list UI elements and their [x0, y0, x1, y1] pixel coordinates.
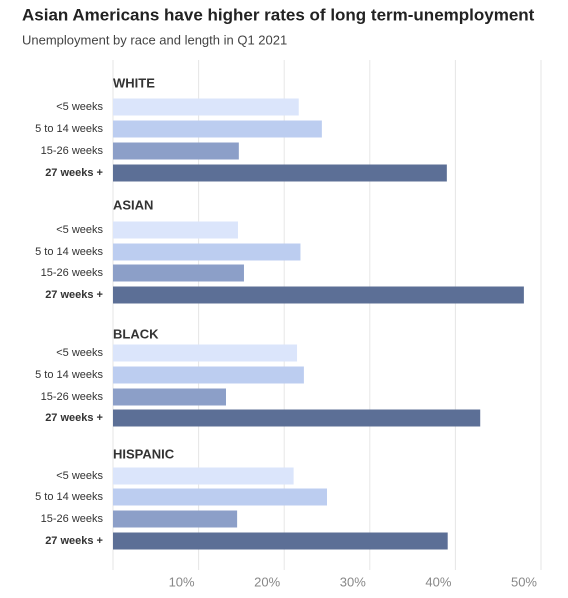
bar	[113, 221, 238, 239]
bar	[113, 98, 299, 116]
category-label: 5 to 14 weeks	[35, 246, 103, 258]
category-label: 15-26 weeks	[41, 513, 104, 525]
panel-title: WHITE	[113, 75, 155, 90]
category-label: 15-26 weeks	[41, 267, 104, 279]
bar	[113, 264, 244, 282]
category-label: 27 weeks +	[45, 289, 103, 301]
category-label: <5 weeks	[56, 347, 103, 359]
bar	[113, 142, 239, 160]
category-label: 27 weeks +	[45, 535, 103, 547]
bar	[113, 388, 226, 406]
category-label: 5 to 14 weeks	[35, 123, 103, 135]
x-tick-label: 30%	[340, 574, 366, 589]
bar	[113, 243, 301, 261]
category-label: 27 weeks +	[45, 167, 103, 179]
x-tick-label: 20%	[254, 574, 280, 589]
category-label: 15-26 weeks	[41, 145, 104, 157]
bar	[113, 532, 448, 550]
bar	[113, 488, 327, 506]
panel-title: ASIAN	[113, 197, 153, 212]
bar	[113, 409, 481, 427]
category-label: 15-26 weeks	[41, 391, 104, 403]
x-tick-label: 40%	[425, 574, 451, 589]
bar	[113, 286, 524, 304]
x-tick-label: 50%	[511, 574, 537, 589]
bar	[113, 344, 298, 362]
panel-title: BLACK	[113, 326, 159, 341]
bar	[113, 467, 294, 485]
category-label: <5 weeks	[56, 470, 103, 482]
category-label: 5 to 14 weeks	[35, 491, 103, 503]
category-label: <5 weeks	[56, 224, 103, 236]
bar	[113, 164, 447, 182]
bar	[113, 366, 304, 384]
bar	[113, 510, 238, 528]
bar	[113, 120, 322, 138]
chart-subtitle: Unemployment by race and length in Q1 20…	[22, 32, 287, 47]
category-label: <5 weeks	[56, 101, 103, 113]
chart-title: Asian Americans have higher rates of lon…	[22, 5, 535, 24]
category-label: 27 weeks +	[45, 412, 103, 424]
category-label: 5 to 14 weeks	[35, 369, 103, 381]
panel-title: HISPANIC	[113, 446, 175, 461]
x-tick-label: 10%	[169, 574, 195, 589]
